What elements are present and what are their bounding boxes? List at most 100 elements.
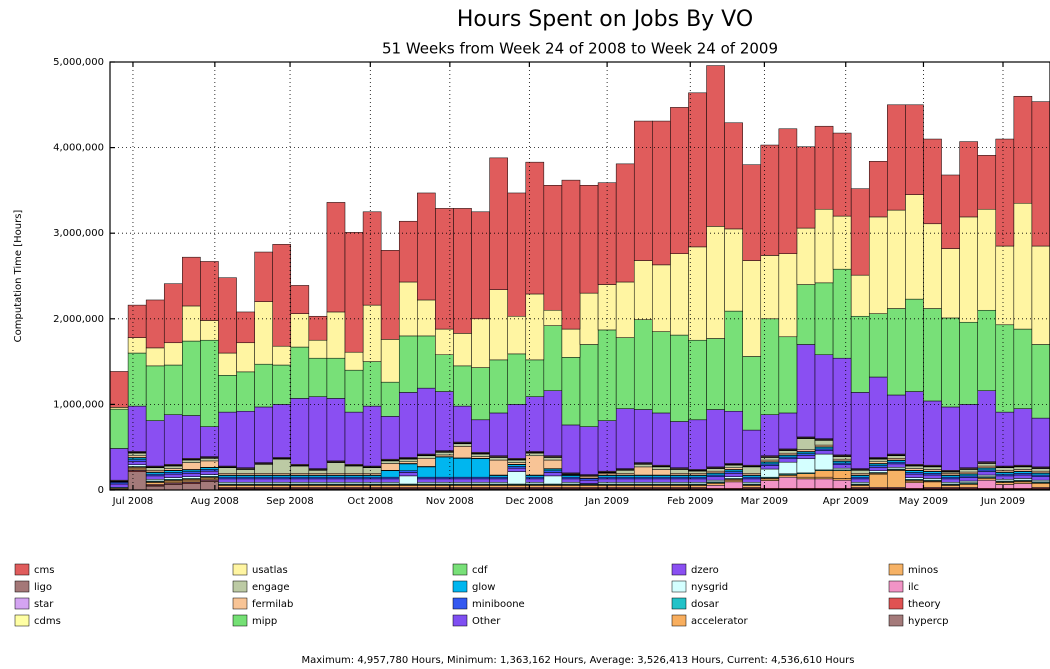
bar-segment bbox=[543, 325, 563, 391]
bar-segment bbox=[435, 478, 454, 483]
bar-segment bbox=[724, 481, 743, 489]
bar-segment bbox=[254, 485, 273, 488]
bar-segment bbox=[1013, 469, 1033, 472]
bar-segment bbox=[344, 411, 364, 465]
bar-segment bbox=[398, 472, 418, 477]
bar-segment bbox=[995, 472, 1015, 475]
bar-segment bbox=[182, 305, 201, 342]
bar-segment bbox=[200, 481, 219, 491]
bar-segment bbox=[1031, 245, 1050, 345]
legend-swatch bbox=[452, 597, 468, 610]
bar-segment bbox=[525, 482, 545, 485]
bar-segment bbox=[977, 479, 997, 489]
bar-segment bbox=[344, 465, 364, 474]
bar-segment bbox=[633, 476, 653, 480]
legend-swatch bbox=[671, 597, 687, 610]
bar-segment bbox=[941, 485, 960, 488]
bar-segment bbox=[995, 324, 1015, 413]
bar-segment bbox=[941, 476, 960, 480]
bar-segment bbox=[959, 469, 978, 473]
bar-segment bbox=[706, 483, 725, 486]
bar-segment bbox=[163, 477, 183, 480]
bar-segment bbox=[417, 476, 436, 480]
bar-segment bbox=[507, 404, 527, 459]
bar-segment bbox=[254, 363, 273, 408]
bar-segment bbox=[543, 185, 563, 311]
bar-segment bbox=[398, 470, 418, 473]
bar-segment bbox=[453, 365, 472, 407]
bar-segment bbox=[218, 352, 237, 376]
bar-segment bbox=[850, 475, 870, 478]
bar-segment bbox=[778, 452, 798, 456]
bar-segment bbox=[471, 476, 490, 480]
bar-segment bbox=[453, 458, 472, 478]
bar-segment bbox=[380, 485, 400, 488]
bar-segment bbox=[615, 478, 635, 483]
bar-segment bbox=[778, 476, 798, 489]
bar-segment bbox=[923, 478, 942, 481]
bar-segment bbox=[959, 141, 978, 218]
bar-segment bbox=[109, 483, 129, 488]
bar-segment bbox=[688, 475, 707, 478]
bar-segment bbox=[254, 473, 273, 476]
bar-segment bbox=[977, 474, 997, 477]
bar-segment bbox=[127, 471, 147, 491]
bar-segment bbox=[760, 457, 780, 461]
legend-label: usatlas bbox=[252, 565, 288, 576]
bar-segment bbox=[688, 482, 707, 485]
bar-segment bbox=[868, 465, 888, 468]
bar-segment bbox=[1031, 476, 1050, 481]
bar-segment bbox=[760, 468, 780, 478]
bar-segment bbox=[778, 461, 798, 474]
bar-segment bbox=[380, 463, 400, 471]
bar-segment bbox=[200, 339, 219, 427]
bar-segment bbox=[453, 482, 472, 485]
bar-segment bbox=[850, 485, 870, 488]
bar-segment bbox=[850, 470, 870, 474]
bar-segment bbox=[417, 387, 436, 455]
bar-segment bbox=[652, 331, 671, 414]
bar-segment bbox=[145, 420, 165, 467]
bar-segment bbox=[778, 456, 798, 460]
bar-segment bbox=[471, 211, 490, 320]
bar-segment bbox=[308, 478, 328, 483]
legend-swatch bbox=[452, 580, 468, 593]
bar-segment bbox=[308, 470, 328, 474]
bar-segment bbox=[742, 476, 762, 480]
bar-segment bbox=[471, 453, 490, 457]
bar-segment bbox=[326, 482, 346, 485]
legend-label: Other bbox=[472, 616, 501, 627]
bar-segment bbox=[995, 411, 1015, 467]
bar-segment bbox=[688, 339, 707, 421]
x-tick-label: Oct 2008 bbox=[347, 496, 393, 507]
bar-segment bbox=[398, 463, 418, 471]
bar-segment bbox=[272, 404, 292, 458]
bar-segment bbox=[633, 466, 653, 476]
bar-segment bbox=[995, 482, 1015, 485]
bar-segment bbox=[272, 473, 292, 476]
bar-segment bbox=[1013, 466, 1033, 470]
bar-segment bbox=[507, 466, 527, 469]
bar-segment bbox=[525, 293, 545, 361]
bar-segment bbox=[435, 454, 454, 457]
bar-segment bbox=[796, 449, 816, 452]
legend-label: accelerator bbox=[691, 616, 748, 627]
bar-segment bbox=[814, 440, 834, 446]
bar-segment bbox=[832, 462, 852, 465]
bar-segment bbox=[814, 450, 834, 455]
bar-segment bbox=[380, 482, 400, 485]
bar-segment bbox=[995, 475, 1015, 480]
bar-segment bbox=[796, 451, 816, 454]
legend-swatch bbox=[14, 614, 30, 627]
bar-segment bbox=[868, 216, 888, 314]
bar-segment bbox=[471, 485, 490, 488]
bar-segment bbox=[453, 443, 472, 447]
bar-segment bbox=[959, 473, 978, 477]
plot-frame bbox=[109, 61, 1050, 491]
bar-segment bbox=[923, 474, 942, 479]
bar-segment bbox=[778, 458, 798, 463]
bar-segment bbox=[670, 482, 689, 485]
bar-segment bbox=[887, 467, 906, 470]
bar-segment bbox=[218, 478, 237, 483]
